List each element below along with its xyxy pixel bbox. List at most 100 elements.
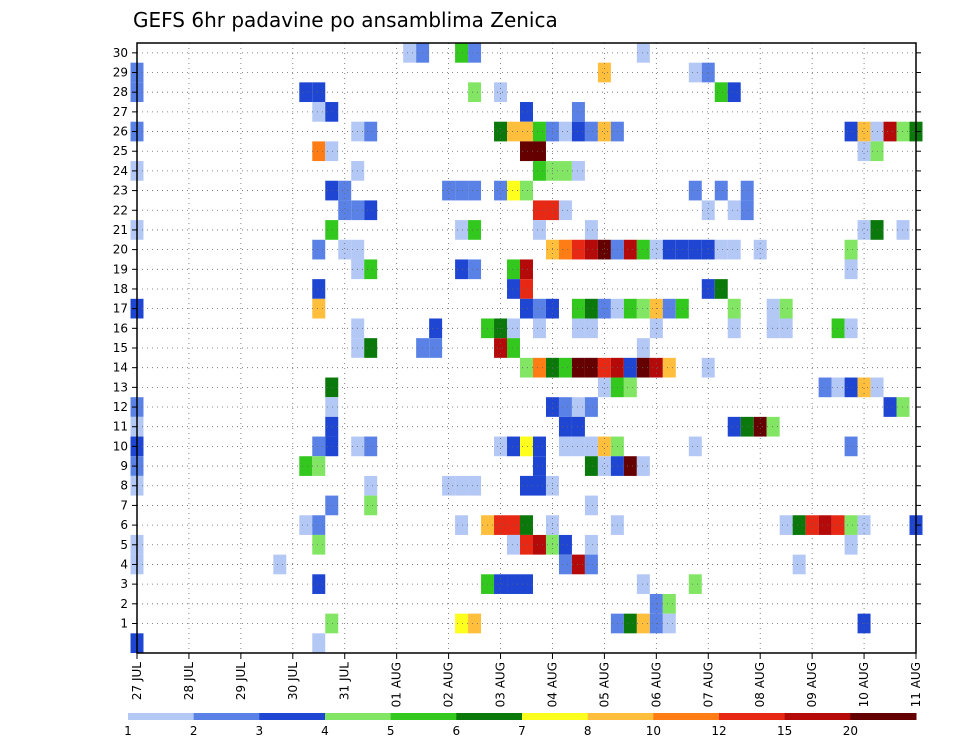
x-tick-label: 31 JUL: [338, 662, 352, 700]
heatmap-cell: [312, 633, 326, 653]
colorbar-swatch: [719, 713, 786, 720]
heatmap-cell: [507, 436, 520, 457]
heatmap-cell: [597, 239, 611, 260]
x-tick-label: 30 JUL: [286, 662, 300, 700]
heatmap-cell: [494, 436, 508, 457]
colorbar-swatch: [784, 713, 851, 720]
heatmap-cell: [571, 121, 585, 142]
y-tick-label: 6: [120, 518, 128, 532]
heatmap-cell: [844, 515, 858, 535]
heatmap-cell: [532, 318, 546, 339]
heatmap-cell: [883, 397, 897, 417]
heatmap-cell: [623, 377, 637, 398]
heatmap-cell: [520, 102, 533, 122]
heatmap-cell: [896, 397, 910, 417]
heatmap-cell: [779, 298, 793, 319]
heatmap-cell: [688, 239, 702, 260]
heatmap-cell: [299, 456, 313, 476]
y-tick-label: 10: [113, 439, 128, 453]
heatmap-cell: [688, 62, 702, 83]
heatmap-cell: [584, 397, 598, 417]
heatmap-cell: [429, 338, 443, 358]
heatmap-cell: [818, 377, 832, 398]
y-tick-label: 26: [113, 125, 128, 139]
heatmap-cell: [753, 239, 767, 260]
heatmap-cell: [896, 121, 910, 142]
heatmap-cell: [571, 102, 585, 122]
heatmap-cell: [623, 298, 637, 319]
colorbar-label: 6: [453, 724, 461, 738]
heatmap-cell: [520, 574, 533, 594]
y-tick-label: 15: [113, 341, 128, 355]
heatmap-cell: [857, 377, 871, 398]
heatmap-cell: [520, 141, 533, 162]
y-tick-label: 27: [113, 105, 128, 119]
heatmap-cell: [520, 121, 533, 142]
heatmap-cell: [558, 534, 572, 555]
heatmap-cell: [312, 574, 326, 594]
heatmap-cell: [520, 436, 533, 457]
heatmap-cell: [558, 239, 572, 260]
heatmap-cell: [571, 416, 585, 437]
heatmap-cell: [429, 318, 443, 339]
y-tick-label: 14: [113, 361, 128, 375]
heatmap-cell: [558, 436, 572, 457]
colorbar-swatch: [587, 713, 654, 720]
heatmap-cell: [818, 515, 832, 535]
heatmap-cell: [325, 180, 339, 201]
heatmap-cell: [299, 82, 313, 103]
heatmap-cell: [507, 259, 520, 280]
heatmap-cell: [455, 43, 469, 63]
heatmap-cell: [312, 82, 326, 103]
y-tick-label: 25: [113, 144, 128, 158]
heatmap-cell: [494, 515, 508, 535]
heatmap-cell: [584, 357, 598, 378]
heatmap-cell: [636, 239, 650, 260]
x-tick-label: 08 AUG: [753, 662, 767, 707]
heatmap-cell: [325, 220, 339, 240]
heatmap-cell: [636, 298, 650, 319]
colorbar-swatch: [193, 713, 260, 720]
heatmap-cell: [844, 121, 858, 142]
heatmap-cell: [532, 456, 546, 476]
x-tick-label: 03 AUG: [494, 662, 508, 707]
heatmap-cell: [468, 259, 482, 280]
heatmap-cell: [532, 357, 546, 378]
colorbar-legend: 1 2 3 4 5 6 7 8 10 12 15 20: [124, 713, 917, 738]
heatmap-cell: [857, 220, 871, 240]
heatmap-cell: [662, 357, 676, 378]
heatmap-cell: [779, 515, 793, 535]
y-tick-label: 2: [120, 597, 128, 611]
x-tick-label: 05 AUG: [597, 662, 611, 707]
y-tick-label: 18: [113, 282, 128, 296]
heatmap-cell: [325, 613, 339, 634]
heatmap-cell: [623, 456, 637, 476]
heatmap-cell: [571, 436, 585, 457]
y-tick-label: 9: [120, 459, 128, 473]
heatmap-cell: [662, 239, 676, 260]
heatmap-cell: [636, 574, 650, 594]
colorbar-label: 20: [843, 724, 858, 738]
heatmap-cell: [597, 436, 611, 457]
heatmap-cell: [896, 220, 910, 240]
x-tick-label: 06 AUG: [649, 662, 663, 707]
heatmap-cell: [753, 416, 767, 437]
heatmap-cell: [727, 416, 741, 437]
heatmap-cell: [584, 239, 598, 260]
heatmap-cell: [844, 259, 858, 280]
heatmap-cell: [532, 141, 546, 162]
heatmap-cell: [558, 397, 572, 417]
heatmap-cell: [792, 515, 806, 535]
heatmap-cell: [727, 200, 741, 221]
heatmap-cell: [507, 338, 520, 358]
heatmap-cell: [857, 141, 871, 162]
heatmap-cell: [364, 338, 378, 358]
heatmap-cell: [701, 357, 715, 378]
heatmap-cell: [883, 121, 897, 142]
heatmap-cell: [468, 475, 482, 496]
y-tick-label: 24: [113, 164, 128, 178]
y-tick-label: 3: [120, 577, 128, 591]
x-tick-label: 27 JUL: [130, 662, 144, 700]
heatmap-cell: [442, 180, 456, 201]
x-tick-label: 02 AUG: [442, 662, 456, 707]
